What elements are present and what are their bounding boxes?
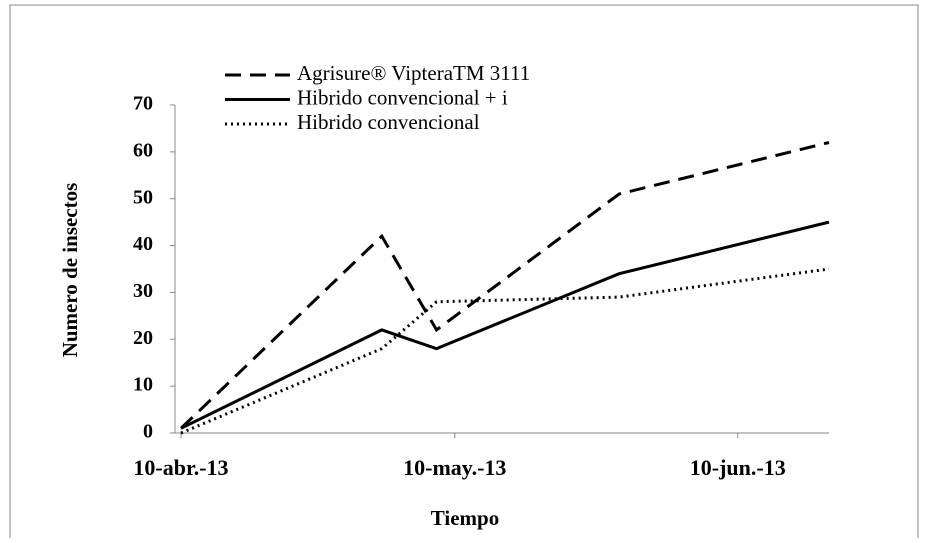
legend-label: Hibrido convencional + i (297, 85, 508, 109)
x-tick-label: 10-jun.-13 (690, 455, 786, 480)
series-line (179, 141, 830, 430)
y-tick-label: 50 (133, 186, 153, 208)
y-tick-label: 60 (133, 139, 153, 161)
y-tick-label: 30 (133, 280, 153, 302)
chart-frame (9, 4, 919, 543)
legend-label: Agrisure® VipteraTM 3111 (297, 61, 530, 85)
x-axis-title: Tiempo (431, 506, 499, 530)
y-tick-label: 70 (133, 93, 153, 115)
y-tick-label: 40 (133, 233, 153, 255)
series-line (180, 267, 830, 435)
y-tick-label: 20 (133, 327, 153, 349)
y-tick-label: 0 (143, 421, 153, 443)
x-tick-label: 10-may.-13 (403, 455, 506, 480)
legend-label: Hibrido convencional (297, 110, 480, 134)
x-tick-label: 10-abr.-13 (133, 455, 228, 480)
y-axis-title: Numero de insectos (58, 183, 82, 358)
y-tick-label: 10 (133, 374, 153, 396)
series-line (180, 220, 830, 430)
